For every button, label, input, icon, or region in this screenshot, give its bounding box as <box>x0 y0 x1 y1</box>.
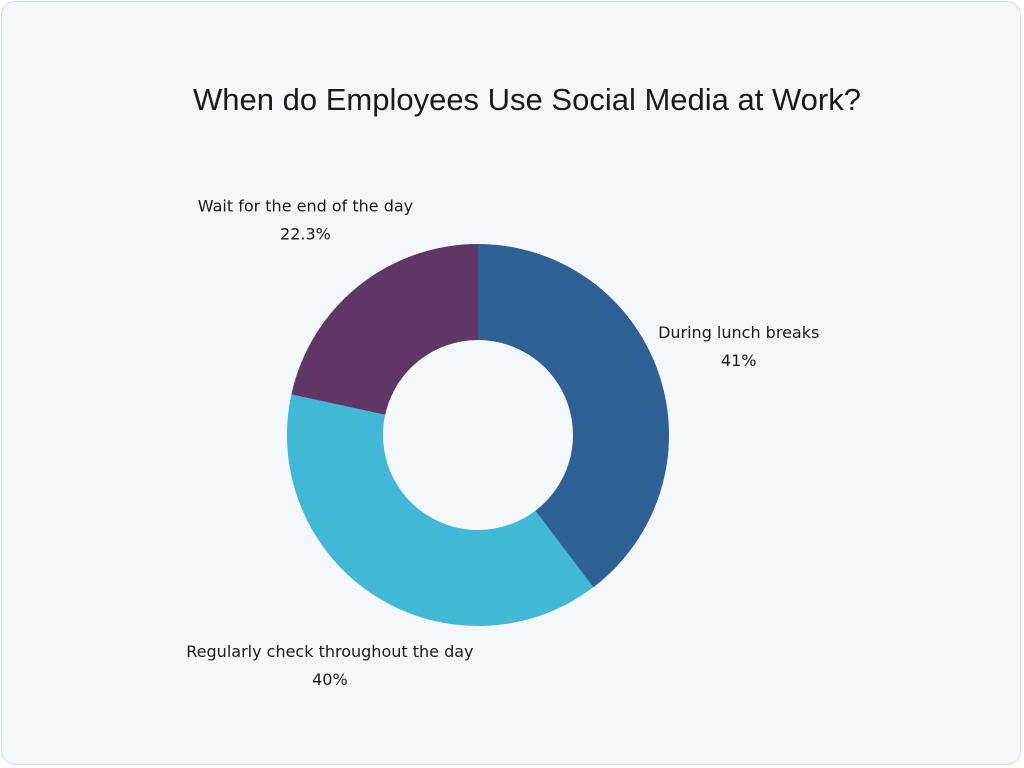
donut-slice <box>287 394 594 626</box>
slice-value-label: 40% <box>312 670 348 689</box>
chart-title: When do Employees Use Social Media at Wo… <box>193 82 861 117</box>
slice-value-label: 41% <box>721 351 757 370</box>
slice-value-label: 22.3% <box>280 224 331 243</box>
slice-label: Regularly check throughout the day <box>186 642 473 661</box>
donut-slice <box>478 244 669 588</box>
donut-slice <box>291 244 478 415</box>
slice-label: During lunch breaks <box>658 323 819 342</box>
slice-label: Wait for the end of the day <box>198 196 413 215</box>
